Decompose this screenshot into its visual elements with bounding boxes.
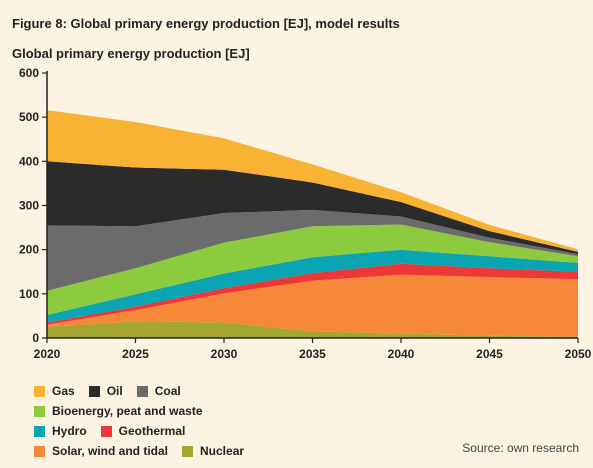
legend-row: Bioenergy, peat and waste <box>34 404 217 418</box>
legend-item-gas: Gas <box>34 384 75 398</box>
legend-swatch <box>34 385 45 397</box>
y-tick-label: 600 <box>19 66 39 80</box>
legend-row: Solar, wind and tidal Nuclear <box>34 444 258 458</box>
legend-item-coal: Coal <box>136 384 181 398</box>
legend-item-solar: Solar, wind and tidal <box>34 444 168 458</box>
y-tick-label: 400 <box>19 154 39 168</box>
legend-label: Coal <box>154 384 181 398</box>
figure-title: Figure 8: Global primary energy producti… <box>12 16 400 31</box>
legend-label: Solar, wind and tidal <box>52 444 169 458</box>
area-nuclear <box>47 321 578 338</box>
x-tick-label: 2020 <box>34 347 61 361</box>
area-hydro <box>47 249 578 323</box>
x-tick-label: 2045 <box>476 347 503 361</box>
legend-swatch <box>34 425 45 437</box>
area-bio <box>47 224 578 315</box>
legend-label: Oil <box>106 384 123 398</box>
source-note: Source: own research <box>462 441 579 455</box>
legend-row: Gas Oil Coal <box>34 384 195 398</box>
legend-item-hydro: Hydro <box>34 424 87 438</box>
y-tick-label: 200 <box>19 243 39 257</box>
legend-item-bio: Bioenergy, peat and waste <box>34 404 203 418</box>
legend-item-nuclear: Nuclear <box>182 444 244 458</box>
y-tick-label: 300 <box>19 199 39 213</box>
legend-swatch <box>136 385 148 397</box>
x-tick-label: 2050 <box>565 347 592 361</box>
legend-item-oil: Oil <box>88 384 123 398</box>
x-tick-label: 2030 <box>211 347 238 361</box>
legend-swatch <box>88 385 100 397</box>
legend-label: Hydro <box>52 424 87 438</box>
legend-item-geothermal: Geothermal <box>100 424 186 438</box>
chart-title: Global primary energy production [EJ] <box>12 46 250 61</box>
x-tick-label: 2025 <box>122 347 149 361</box>
y-tick-label: 100 <box>19 287 39 301</box>
legend-swatch <box>182 445 194 457</box>
legend-swatch <box>34 445 45 457</box>
legend-swatch <box>100 425 112 437</box>
legend-label: Bioenergy, peat and waste <box>52 404 203 418</box>
x-tick-label: 2040 <box>388 347 415 361</box>
x-tick-label: 2035 <box>299 347 326 361</box>
y-tick-label: 500 <box>19 110 39 124</box>
area-oil <box>47 161 578 255</box>
legend-label: Gas <box>52 384 75 398</box>
area-solar <box>47 274 578 337</box>
area-coal <box>47 209 578 291</box>
legend-swatch <box>34 405 45 417</box>
legend-row: Hydro Geothermal <box>34 424 199 438</box>
legend-label: Geothermal <box>118 424 186 438</box>
y-tick-label: 0 <box>32 331 39 345</box>
legend-label: Nuclear <box>200 444 245 458</box>
area-gas <box>47 110 578 252</box>
area-geothermal <box>47 263 578 325</box>
